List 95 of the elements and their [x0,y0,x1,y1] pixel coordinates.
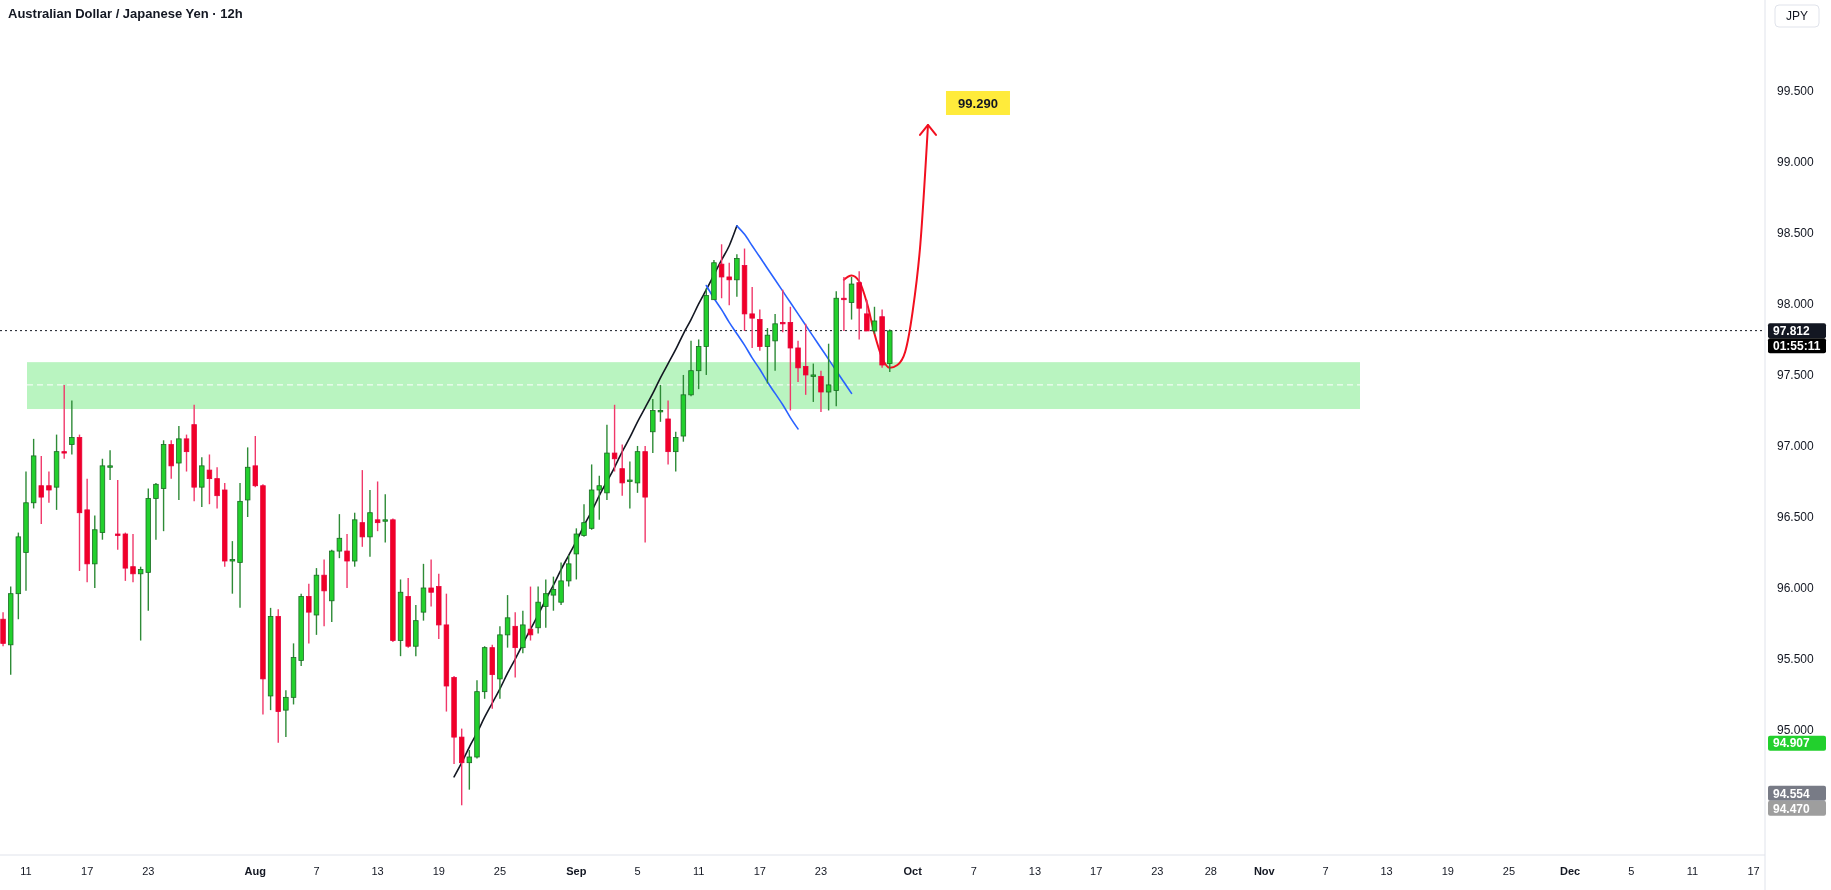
x-tick-label: 13 [371,865,384,877]
y-tick-label: 99.000 [1777,155,1815,170]
candlestick [581,503,587,538]
x-tick-label: Nov [1253,865,1276,877]
annotation: 99.290 [958,95,998,111]
candlestick [46,470,52,504]
text: JPY [1785,9,1809,24]
text: 94.907 [1773,736,1811,751]
x-tick-label: 23 [1151,865,1164,877]
candlestick [573,527,580,581]
candlestick [229,540,236,595]
x-tick-label: Sep [566,865,587,877]
candlestick [344,533,350,589]
y-tick-label: 98.000 [1777,297,1815,312]
candlestick [153,482,159,541]
candlestick [199,456,205,508]
x-tick-label: 17 [81,865,94,877]
x-tick-label: 11 [692,865,705,877]
x-tick-label: 13 [1028,865,1042,877]
candlestick [673,431,679,473]
line-series [705,284,799,430]
candlestick [130,533,136,584]
text: 01:55:11 [1773,338,1821,353]
text: 94.554 [1773,786,1811,801]
candlestick [795,340,801,383]
x-tick-label: Dec [1559,865,1581,877]
line-series [736,225,853,395]
text: 94.470 [1773,801,1811,816]
x-tick-label: 17 [1747,865,1760,877]
candlestick [619,443,625,497]
y-tick-label: 97.500 [1777,368,1815,383]
candlestick [558,561,564,606]
x-tick-label: 23 [814,865,828,877]
candlestick [772,313,778,372]
ref-line-label: 97.812 [1773,323,1811,338]
candlestick [69,399,75,456]
x-tick-label: 13 [1380,865,1393,877]
candlestick [734,253,740,298]
candlestick [183,433,190,473]
candlestick [107,449,113,481]
candlestick [527,585,534,642]
candlestick [512,611,518,679]
candlestick [841,276,847,332]
candlestick [566,554,572,588]
candlestick [61,384,67,460]
y-tick-label: 96.000 [1777,581,1815,596]
candlestick [810,362,817,403]
x-tick-label: Aug [244,865,266,877]
candlestick [214,466,220,510]
x-tick-label: 19 [1441,865,1454,877]
text: Australian Dollar / Japanese Yen · 12h [8,6,243,21]
candlestick [520,610,526,655]
x-tick-label: 17 [1090,865,1103,877]
x-tick-label: 7 [1322,865,1329,877]
x-tick-label: 5 [1628,865,1635,877]
x-tick-label: 7 [970,865,977,877]
y-tick-label: 96.500 [1777,510,1815,525]
candlestick [428,558,434,608]
y-tick-label: 98.500 [1777,226,1815,241]
candlestick [252,435,258,488]
candlestick [321,558,327,628]
y-tick-label: 95.000 [1777,723,1815,738]
candlestick [306,583,312,645]
x-tick-label: 7 [313,865,320,877]
candlestick [848,276,855,321]
y-tick-label: 95.500 [1777,652,1815,667]
candlestick [749,286,755,349]
candlestick [466,749,473,791]
x-tick-label: 17 [753,865,766,877]
candlestick [168,439,174,480]
candlestick [627,460,633,510]
candlestick [38,455,44,525]
candlestick [374,480,381,532]
candlestick [359,469,366,548]
y-tick-label: 99.500 [1777,84,1815,99]
candlestick [802,323,809,396]
x-tick-label: 25 [493,865,507,877]
x-tick-label: 23 [142,865,155,877]
candlestick [611,404,618,473]
x-tick-label: 11 [20,865,32,877]
x-tick-label: 5 [634,865,641,877]
candlestick [283,689,289,738]
y-tick-label: 97.000 [1777,439,1815,454]
x-tick-label: 25 [1502,865,1516,877]
candlestick [206,453,213,505]
x-tick-label: 28 [1204,865,1217,877]
x-tick-label: Oct [903,865,923,877]
candlestick [764,327,771,385]
candlestick [382,493,388,544]
x-tick-label: 19 [432,865,445,877]
candlestick [504,594,511,649]
x-tick-label: 11 [1686,865,1699,877]
candlestick [864,298,870,332]
candlestick [871,306,878,335]
candlestick [818,369,824,413]
